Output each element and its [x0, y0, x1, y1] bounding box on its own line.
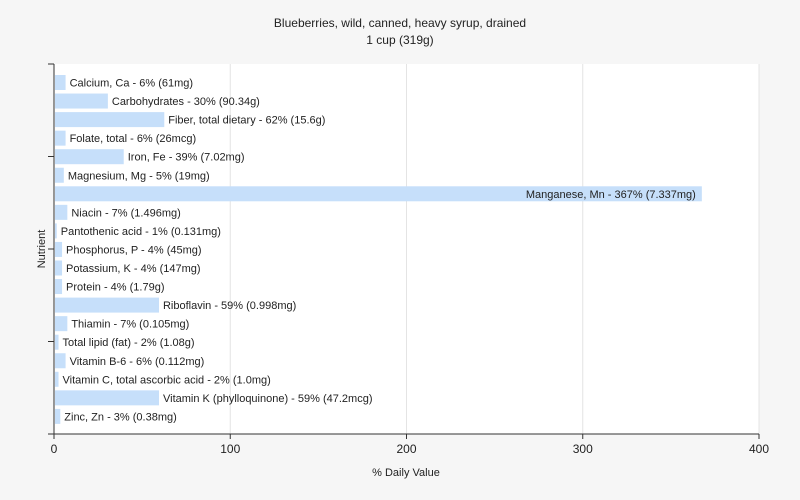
bar-label: Riboflavin - 59% (0.998mg) — [163, 300, 296, 312]
x-tick-label: 100 — [220, 442, 240, 456]
bar-label: Magnesium, Mg - 5% (19mg) — [68, 170, 210, 182]
bar-label: Vitamin B-6 - 6% (0.112mg) — [70, 356, 205, 368]
x-tick-label: 300 — [573, 442, 593, 456]
bar — [55, 334, 59, 350]
bar — [55, 186, 702, 202]
bar — [55, 279, 63, 295]
gridlines — [229, 64, 760, 434]
bar — [55, 297, 159, 313]
x-tick-label: 0 — [51, 442, 58, 456]
bar-label: Total lipid (fat) - 2% (1.08g) — [63, 337, 195, 349]
y-axis-title: Nutrient — [36, 230, 48, 269]
bar — [55, 408, 61, 424]
bar-label: Manganese, Mn - 367% (7.337mg) — [526, 189, 696, 201]
bar-label: Calcium, Ca - 6% (61mg) — [70, 78, 193, 90]
x-axis-title: % Daily Value — [372, 467, 440, 479]
bar — [55, 316, 68, 332]
bar-label: Thiamin - 7% (0.105mg) — [71, 319, 189, 331]
bar — [55, 241, 63, 257]
bar-label: Iron, Fe - 39% (7.02mg) — [128, 152, 245, 164]
chart-title: Blueberries, wild, canned, heavy syrup, … — [274, 16, 526, 30]
x-tick-label: 400 — [749, 442, 769, 456]
bar — [55, 149, 124, 165]
bar — [55, 93, 108, 109]
bar-label: Vitamin K (phylloquinone) - 59% (47.2mcg… — [163, 393, 373, 405]
bar — [55, 75, 66, 90]
bar-label: Vitamin C, total ascorbic acid - 2% (1.0… — [63, 374, 271, 386]
bar — [55, 353, 66, 369]
chart-subtitle: 1 cup (319g) — [366, 33, 433, 47]
bar — [55, 204, 68, 220]
bar-label: Fiber, total dietary - 62% (15.6g) — [168, 115, 325, 127]
bar — [55, 390, 159, 406]
x-tick-labels: 0 100 200 300 400 — [51, 442, 770, 456]
x-tick-label: 200 — [396, 442, 416, 456]
bar — [55, 130, 66, 146]
bar — [55, 260, 63, 276]
bar-label: Pantothenic acid - 1% (0.131mg) — [61, 226, 221, 238]
bar-label: Phosphorus, P - 4% (45mg) — [66, 244, 202, 256]
bar-label: Niacin - 7% (1.496mg) — [71, 207, 180, 219]
bar-label: Folate, total - 6% (26mcg) — [70, 133, 197, 145]
bar — [55, 223, 57, 239]
bar-labels-group: Calcium, Ca - 6% (61mg) Carbohydrates - 3… — [61, 78, 696, 424]
bar-label: Potassium, K - 4% (147mg) — [66, 263, 201, 275]
bar-label: Zinc, Zn - 3% (0.38mg) — [64, 411, 176, 423]
bar-label: Carbohydrates - 30% (90.34g) — [112, 96, 260, 108]
bar — [55, 371, 59, 387]
bar-label: Protein - 4% (1.79g) — [66, 282, 164, 294]
bar — [55, 167, 64, 183]
bar — [55, 112, 165, 128]
bars-group — [55, 75, 702, 424]
axes-group — [48, 63, 760, 439]
